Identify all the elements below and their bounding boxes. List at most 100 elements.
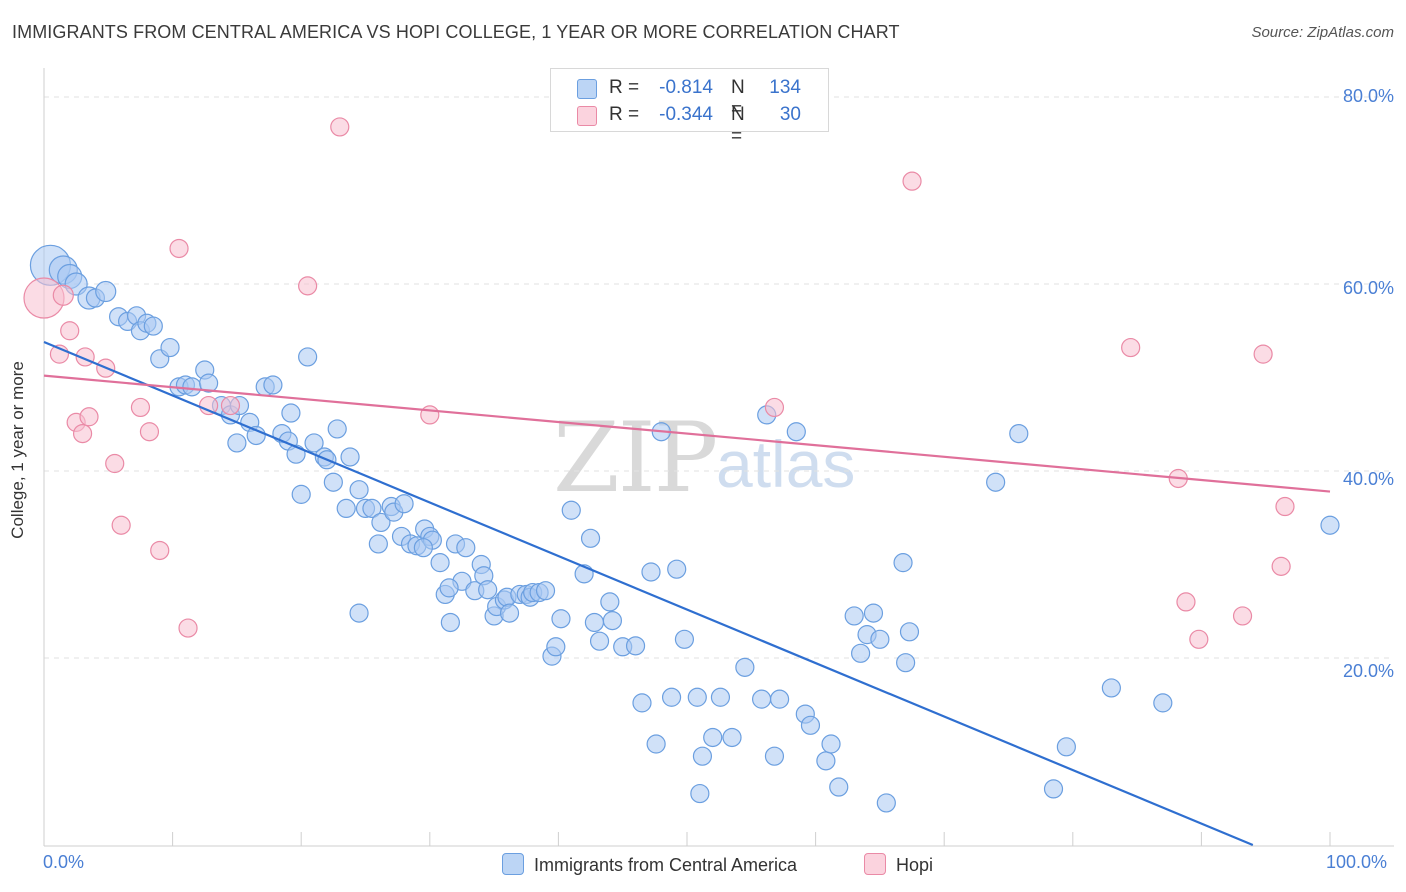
point-hopi-7	[79, 407, 99, 427]
point-central-america-78	[551, 609, 571, 629]
point-central-america-79	[561, 500, 581, 520]
point-central-america-97	[692, 746, 713, 766]
point-hopi-30	[1275, 496, 1295, 517]
legend-r-label: R =	[609, 104, 640, 125]
series-central-america	[29, 244, 1340, 813]
legend-n-label: N =	[731, 77, 745, 120]
point-central-america-101	[735, 657, 755, 677]
point-hopi-14	[169, 238, 189, 259]
watermark-zip: ZIP	[553, 402, 718, 514]
correlation-legend: R = -0.814 N = 134 R = -0.344 N = 30	[550, 68, 829, 147]
point-hopi-3	[60, 321, 80, 341]
trend-line-central-america	[43, 340, 1254, 847]
point-central-america-89	[641, 562, 661, 582]
x-tick-label-max: 100.0%	[1326, 852, 1388, 872]
legend-swatch-pink	[577, 106, 597, 126]
point-central-america-83	[589, 631, 610, 651]
point-central-america-85	[602, 610, 623, 631]
point-hopi-5	[72, 424, 93, 444]
legend-n-value: 134	[769, 77, 801, 98]
point-central-america-60	[456, 538, 476, 558]
point-central-america-127	[1320, 515, 1340, 535]
point-central-america-44	[368, 534, 388, 554]
chart-title: IMMIGRANTS FROM CENTRAL AMERICA VS HOPI …	[12, 22, 900, 42]
legend-n-label: N =	[731, 104, 745, 147]
point-central-america-130	[439, 578, 459, 598]
bottom-legend-label: Immigrants from Central America	[534, 855, 798, 875]
bottom-legend-swatch-pink	[864, 853, 886, 875]
point-central-america-93	[667, 559, 687, 579]
point-central-america-84	[600, 592, 620, 612]
point-central-america-55	[430, 553, 450, 573]
point-central-america-82	[584, 612, 605, 633]
point-central-america-118	[893, 553, 913, 573]
point-hopi-15	[178, 618, 198, 638]
point-hopi-23	[1121, 337, 1141, 358]
point-central-america-57	[440, 612, 460, 633]
point-central-america-40	[340, 447, 360, 467]
source-label: Source: ZipAtlas.com	[1251, 24, 1394, 41]
point-central-america-102	[751, 689, 772, 709]
point-central-america-126	[1153, 693, 1173, 713]
point-central-america-108	[800, 715, 821, 735]
point-central-america-129	[413, 538, 433, 558]
point-central-america-121	[986, 472, 1006, 492]
point-central-america-64	[478, 580, 498, 600]
point-central-america-98	[703, 727, 723, 748]
point-hopi-12	[139, 422, 160, 442]
point-central-america-117	[876, 793, 896, 813]
point-central-america-34	[304, 433, 324, 453]
point-central-america-39	[336, 498, 356, 518]
point-central-america-33	[298, 347, 318, 367]
point-central-america-43	[362, 498, 382, 518]
point-central-america-41	[349, 480, 369, 500]
point-hopi-29	[1271, 556, 1291, 576]
point-hopi-2	[52, 284, 74, 306]
axes	[43, 68, 1394, 847]
point-central-america-120	[899, 622, 920, 642]
bottom-legend-hopi: Hopi	[864, 853, 933, 876]
point-hopi-17	[220, 395, 241, 416]
y-tick-label-20: 20.0%	[1342, 661, 1394, 681]
point-hopi-20	[420, 405, 440, 425]
point-central-america-30	[281, 403, 301, 423]
point-central-america-124	[1056, 737, 1076, 757]
point-central-america-111	[829, 777, 849, 797]
point-central-america-106	[786, 422, 806, 442]
point-hopi-13	[150, 540, 170, 561]
point-central-america-123	[1043, 779, 1064, 799]
point-central-america-87	[625, 636, 646, 656]
y-tick-label-60: 60.0%	[1342, 278, 1394, 298]
point-hopi-9	[105, 453, 125, 474]
trend-line-hopi	[43, 374, 1331, 493]
point-central-america-109	[816, 751, 836, 771]
point-central-america-37	[323, 472, 343, 492]
point-central-america-19	[199, 373, 219, 393]
point-hopi-11	[130, 397, 151, 418]
point-central-america-122	[1009, 424, 1029, 444]
point-central-america-32	[291, 484, 311, 504]
point-central-america-75	[535, 581, 556, 601]
y-tick-label-80: 80.0%	[1342, 86, 1394, 106]
point-central-america-99	[710, 687, 731, 707]
point-central-america-113	[851, 643, 871, 663]
point-hopi-25	[1176, 592, 1196, 612]
point-central-america-88	[632, 693, 652, 713]
point-central-america-38	[327, 419, 347, 439]
point-central-america-125	[1101, 678, 1121, 698]
point-hopi-28	[1253, 344, 1273, 364]
point-central-america-17	[182, 377, 202, 397]
point-central-america-92	[661, 687, 682, 707]
point-central-america-128	[349, 603, 369, 623]
point-central-america-27	[263, 375, 283, 395]
point-central-america-112	[844, 606, 864, 626]
point-central-america-45	[371, 512, 391, 533]
point-central-america-96	[690, 783, 710, 804]
grid-lines	[44, 96, 1394, 659]
y-axis-label: College, 1 year or more	[8, 361, 27, 539]
point-central-america-119	[896, 653, 916, 673]
point-central-america-81	[580, 528, 601, 548]
point-central-america-77	[546, 637, 566, 657]
point-central-america-94	[674, 629, 695, 649]
